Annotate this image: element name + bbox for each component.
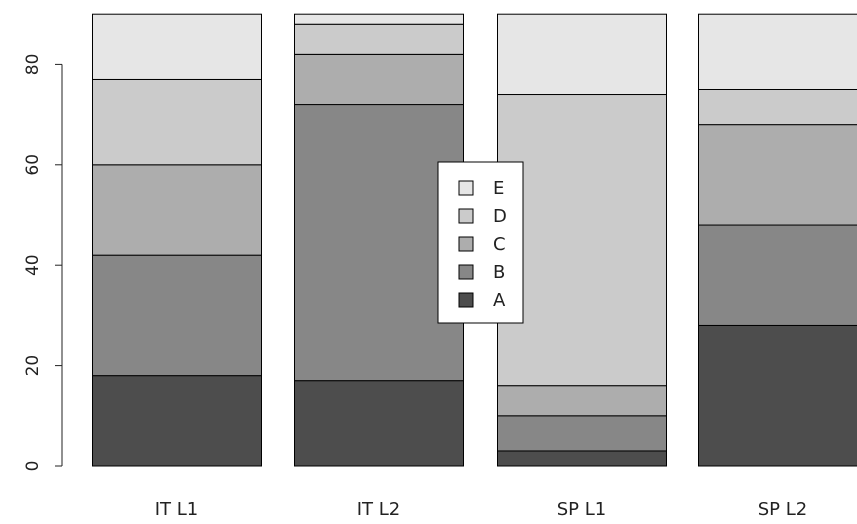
x-axis-labels: IT L1 IT L2 SP L1 SP L2 bbox=[155, 499, 808, 520]
y-tick-label: 20 bbox=[23, 355, 43, 377]
x-category-label: SP L1 bbox=[557, 499, 606, 520]
legend-swatch bbox=[458, 236, 474, 252]
x-category-label: IT L2 bbox=[357, 499, 401, 520]
x-category-label: SP L2 bbox=[758, 499, 807, 520]
bar-segment-it-l1-d bbox=[92, 78, 262, 166]
y-tick-label: 0 bbox=[23, 461, 43, 472]
legend-swatch bbox=[458, 292, 474, 308]
bar-segment-it-l1-b bbox=[92, 254, 262, 377]
bar-segment-it-l2-c bbox=[294, 53, 464, 106]
bar-segment-it-l1-c bbox=[92, 164, 262, 256]
legend-label: A bbox=[493, 290, 506, 311]
legend-swatch bbox=[458, 208, 474, 224]
legend-swatch bbox=[458, 180, 474, 196]
bar-segment-sp-l1-c bbox=[497, 385, 667, 417]
bar-segment-sp-l2-d bbox=[698, 89, 857, 126]
y-tick-label: 60 bbox=[23, 154, 43, 176]
legend-label: B bbox=[493, 262, 505, 283]
legend-box bbox=[437, 161, 524, 324]
bar-segment-it-l2-d bbox=[294, 23, 464, 55]
bar-segment-sp-l2-a bbox=[698, 324, 857, 467]
legend-label: D bbox=[493, 206, 507, 227]
bar-segment-it-l2-b bbox=[294, 104, 464, 382]
y-axis: 0 20 40 60 80 bbox=[23, 54, 63, 472]
bar-segment-it-l1-e bbox=[92, 13, 262, 80]
y-tick-label: 80 bbox=[23, 54, 43, 76]
legend-label: E bbox=[493, 178, 504, 199]
legend-label: C bbox=[493, 234, 506, 255]
bar-segment-sp-l2-e bbox=[698, 13, 857, 91]
bar-segment-sp-l2-c bbox=[698, 124, 857, 226]
bar-segment-sp-l1-b bbox=[497, 415, 667, 452]
legend-swatch bbox=[458, 264, 474, 280]
x-category-label: IT L1 bbox=[155, 499, 199, 520]
bars bbox=[92, 13, 857, 467]
bar-segment-sp-l1-d bbox=[497, 94, 667, 387]
bar-segment-sp-l1-a bbox=[497, 450, 667, 467]
bar-segment-it-l2-e bbox=[294, 13, 464, 25]
y-tick-label: 40 bbox=[23, 254, 43, 276]
bar-segment-it-l1-a bbox=[92, 375, 262, 467]
bar-segment-sp-l1-e bbox=[497, 13, 667, 96]
bar-segment-it-l2-a bbox=[294, 380, 464, 467]
bar-segment-sp-l2-b bbox=[698, 224, 857, 326]
